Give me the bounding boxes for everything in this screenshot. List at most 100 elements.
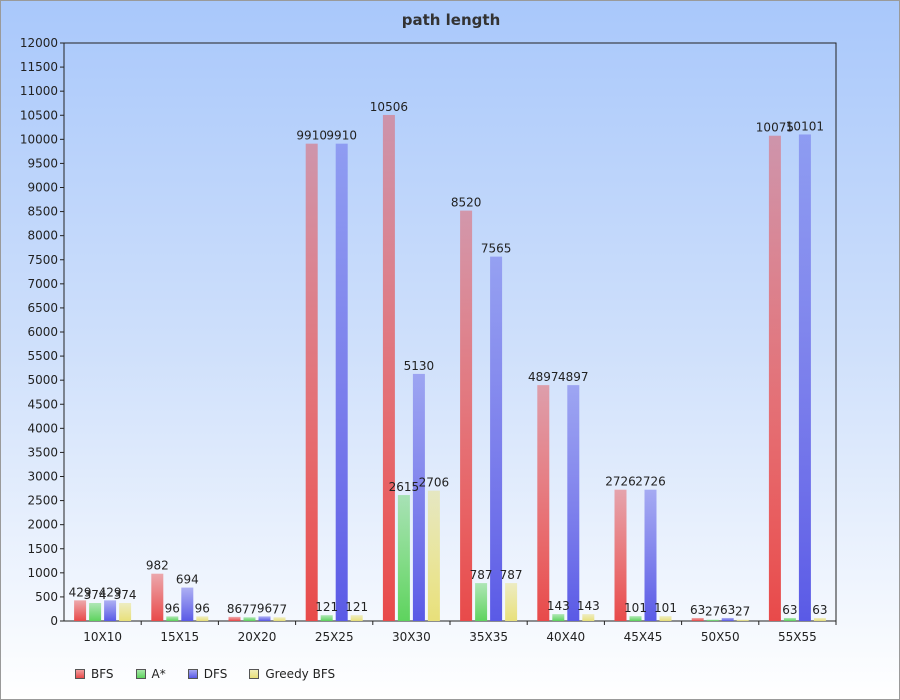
x-tick-label: 35X35: [469, 630, 508, 644]
data-label: 8520: [451, 196, 482, 210]
bar-astar-30x30[interactable]: [397, 495, 410, 621]
plot-area: [63, 42, 837, 622]
data-label: 2706: [419, 476, 450, 490]
bar-greedy-bfs-25x25[interactable]: [350, 615, 363, 621]
data-label: 429: [69, 585, 92, 599]
y-tick-label: 7500: [27, 253, 58, 267]
bar-greedy-bfs-30x30[interactable]: [427, 490, 440, 621]
bar-dfs-30x30[interactable]: [412, 373, 425, 621]
x-tick-label: 20X20: [238, 630, 277, 644]
bar-astar-10x10[interactable]: [89, 602, 102, 621]
bar-bfs-50x50[interactable]: [691, 617, 704, 621]
y-tick-label: 5500: [27, 349, 58, 363]
y-tick-label: 11500: [20, 60, 58, 74]
bar-dfs-45x45[interactable]: [644, 489, 657, 621]
legend-swatch-astar: [135, 669, 146, 679]
bar-astar-40x40[interactable]: [552, 614, 565, 621]
data-label: 101: [624, 601, 647, 615]
y-tick-label: 4500: [27, 397, 58, 411]
data-label: 77: [272, 602, 287, 616]
x-tick-label: 40X40: [546, 630, 585, 644]
data-label: 5130: [404, 359, 435, 373]
legend-label-greedy-bfs: Greedy BFS: [265, 667, 336, 681]
legend-label-astar: A*: [151, 667, 166, 681]
data-label: 96: [195, 601, 210, 615]
bar-bfs-15x15[interactable]: [151, 573, 164, 621]
bar-greedy-bfs-40x40[interactable]: [582, 614, 595, 621]
legend-item-greedy-bfs[interactable]: Greedy BFS: [249, 667, 335, 681]
data-label: 86: [227, 602, 242, 616]
bar-greedy-bfs-55x55[interactable]: [813, 617, 826, 621]
data-label: 9910: [326, 129, 357, 143]
bar-astar-20x20[interactable]: [243, 617, 256, 621]
bar-astar-25x25[interactable]: [320, 615, 333, 621]
y-tick-label: 3000: [27, 470, 58, 484]
bar-greedy-bfs-35x35[interactable]: [505, 583, 518, 621]
chart-title: path length: [402, 11, 501, 29]
bar-astar-15x15[interactable]: [166, 616, 179, 621]
bar-dfs-55x55[interactable]: [798, 134, 811, 621]
data-label: 982: [146, 559, 169, 573]
legend: BFS A* DFS Greedy BFS: [75, 667, 357, 681]
bar-greedy-bfs-20x20[interactable]: [273, 617, 286, 621]
bar-dfs-40x40[interactable]: [567, 385, 580, 621]
y-tick-label: 9000: [27, 181, 58, 195]
data-label: 63: [782, 603, 797, 617]
data-label: 694: [176, 573, 199, 587]
bar-bfs-30x30[interactable]: [382, 114, 395, 621]
y-tick-label: 500: [35, 590, 58, 604]
bar-astar-35x35[interactable]: [475, 583, 488, 621]
bar-astar-55x55[interactable]: [783, 617, 796, 621]
bar-dfs-35x35[interactable]: [490, 256, 503, 621]
bar-dfs-50x50[interactable]: [721, 617, 734, 621]
y-tick-label: 4000: [27, 421, 58, 435]
data-label: 63: [812, 603, 827, 617]
legend-item-dfs[interactable]: DFS: [187, 667, 228, 681]
bar-astar-45x45[interactable]: [629, 616, 642, 621]
y-tick-label: 9500: [27, 156, 58, 170]
data-label: 787: [470, 568, 493, 582]
y-tick-label: 0: [50, 614, 58, 628]
legend-swatch-dfs: [187, 669, 198, 679]
bar-bfs-25x25[interactable]: [305, 143, 318, 621]
bar-bfs-10x10[interactable]: [74, 600, 87, 621]
bar-greedy-bfs-15x15[interactable]: [196, 616, 209, 621]
data-label: 63: [720, 603, 735, 617]
bar-dfs-20x20[interactable]: [258, 616, 271, 621]
data-label: 2726: [635, 475, 666, 489]
y-tick-label: 1500: [27, 542, 58, 556]
data-label: 27: [735, 605, 750, 619]
y-tick-label: 8000: [27, 229, 58, 243]
legend-item-bfs[interactable]: BFS: [75, 667, 114, 681]
bar-bfs-20x20[interactable]: [228, 616, 241, 621]
bar-dfs-10x10[interactable]: [104, 600, 117, 621]
legend-label-bfs: BFS: [91, 667, 114, 681]
bar-bfs-55x55[interactable]: [768, 135, 781, 622]
legend-label-dfs: DFS: [203, 667, 228, 681]
bar-astar-50x50[interactable]: [706, 619, 719, 621]
bar-greedy-bfs-10x10[interactable]: [119, 602, 132, 621]
legend-swatch-bfs: [75, 669, 85, 679]
bar-greedy-bfs-50x50[interactable]: [736, 619, 749, 621]
data-label: 7565: [481, 242, 512, 256]
data-label: 4897: [558, 370, 589, 384]
bar-bfs-45x45[interactable]: [614, 489, 627, 621]
data-label: 101: [654, 601, 677, 615]
bar-greedy-bfs-45x45[interactable]: [659, 616, 672, 621]
data-label: 10075: [756, 121, 794, 135]
bar-dfs-25x25[interactable]: [335, 143, 348, 621]
data-label: 787: [500, 568, 523, 582]
y-tick-label: 6000: [27, 325, 58, 339]
bar-bfs-40x40[interactable]: [537, 385, 550, 621]
y-tick-label: 12000: [20, 36, 58, 50]
data-label: 96: [257, 601, 272, 615]
legend-item-astar[interactable]: A*: [135, 667, 166, 681]
y-tick-label: 8500: [27, 205, 58, 219]
bar-bfs-35x35[interactable]: [460, 210, 473, 621]
data-label: 429: [99, 585, 122, 599]
data-label: 10101: [786, 119, 824, 133]
bar-dfs-15x15[interactable]: [181, 587, 194, 621]
y-tick-label: 10500: [20, 108, 58, 122]
